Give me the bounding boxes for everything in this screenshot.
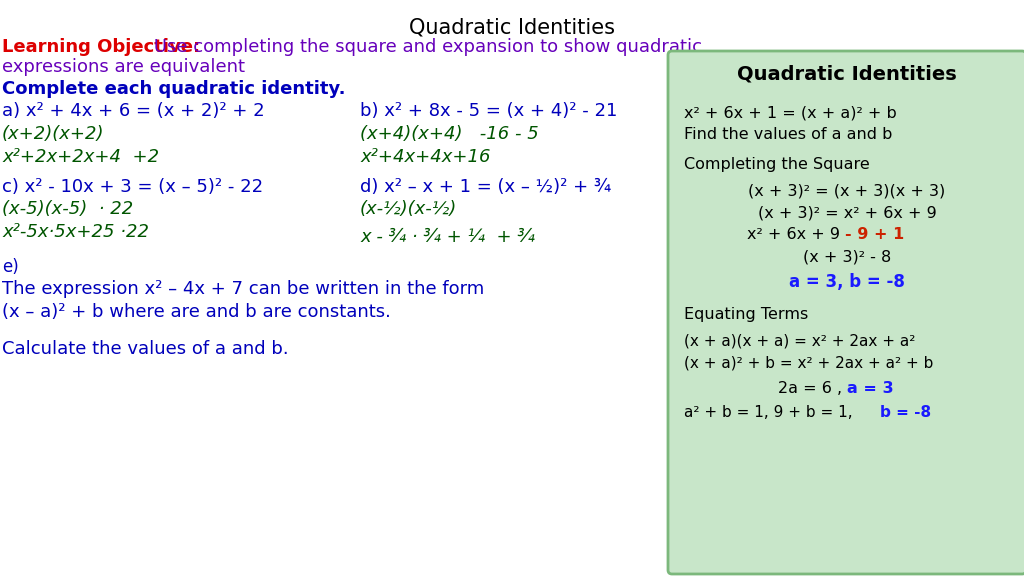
Text: Complete each quadratic identity.: Complete each quadratic identity. bbox=[2, 80, 345, 98]
Text: a = 3: a = 3 bbox=[847, 381, 894, 396]
Text: (x – a)² + b where are and b are constants.: (x – a)² + b where are and b are constan… bbox=[2, 303, 391, 321]
Text: Completing the Square: Completing the Square bbox=[684, 157, 869, 172]
Text: (x-5)(x-5)  · 22: (x-5)(x-5) · 22 bbox=[2, 200, 133, 218]
Text: (x-½)(x-½): (x-½)(x-½) bbox=[360, 200, 458, 218]
Text: a² + b = 1, 9 + b = 1,: a² + b = 1, 9 + b = 1, bbox=[684, 405, 857, 420]
Text: (x+2)(x+2): (x+2)(x+2) bbox=[2, 125, 104, 143]
Text: x² + 6x + 1 = (x + a)² + b: x² + 6x + 1 = (x + a)² + b bbox=[684, 105, 897, 120]
Text: x - ¾ · ¾ + ¼  + ¾: x - ¾ · ¾ + ¼ + ¾ bbox=[360, 228, 535, 246]
Text: a = 3, b = -8: a = 3, b = -8 bbox=[790, 273, 905, 291]
FancyBboxPatch shape bbox=[668, 51, 1024, 574]
Text: Calculate the values of a and b.: Calculate the values of a and b. bbox=[2, 340, 289, 358]
Text: (x + a)(x + a) = x² + 2ax + a²: (x + a)(x + a) = x² + 2ax + a² bbox=[684, 333, 915, 348]
Text: Equating Terms: Equating Terms bbox=[684, 307, 808, 322]
Text: Quadratic Identities: Quadratic Identities bbox=[737, 65, 956, 84]
Text: b) x² + 8x - 5 = (x + 4)² - 21: b) x² + 8x - 5 = (x + 4)² - 21 bbox=[360, 102, 617, 120]
Text: - 9 + 1: - 9 + 1 bbox=[845, 227, 904, 242]
Text: c) x² - 10x + 3 = (x – 5)² - 22: c) x² - 10x + 3 = (x – 5)² - 22 bbox=[2, 178, 263, 196]
Text: (x + 3)² - 8: (x + 3)² - 8 bbox=[803, 249, 891, 264]
Text: (x+4)(x+4)   -16 - 5: (x+4)(x+4) -16 - 5 bbox=[360, 125, 539, 143]
Text: b = -8: b = -8 bbox=[880, 405, 931, 420]
Text: The expression x² – 4x + 7 can be written in the form: The expression x² – 4x + 7 can be writte… bbox=[2, 280, 484, 298]
Text: x²+2x+2x+4  +2: x²+2x+2x+4 +2 bbox=[2, 148, 159, 166]
Text: Learning Objective:: Learning Objective: bbox=[2, 38, 200, 56]
Text: (x + a)² + b = x² + 2ax + a² + b: (x + a)² + b = x² + 2ax + a² + b bbox=[684, 355, 933, 370]
Text: (x + 3)² = (x + 3)(x + 3): (x + 3)² = (x + 3)(x + 3) bbox=[749, 183, 945, 198]
Text: e): e) bbox=[2, 258, 18, 276]
Text: (x + 3)² = x² + 6x + 9: (x + 3)² = x² + 6x + 9 bbox=[758, 205, 936, 220]
Text: x² + 6x + 9: x² + 6x + 9 bbox=[746, 227, 845, 242]
Text: a) x² + 4x + 6 = (x + 2)² + 2: a) x² + 4x + 6 = (x + 2)² + 2 bbox=[2, 102, 264, 120]
Text: 2a = 6 ,: 2a = 6 , bbox=[778, 381, 847, 396]
Text: Use completing the square and expansion to show quadratic: Use completing the square and expansion … bbox=[148, 38, 702, 56]
Text: Quadratic Identities: Quadratic Identities bbox=[409, 18, 615, 38]
Text: Find the values of a and b: Find the values of a and b bbox=[684, 127, 892, 142]
Text: d) x² – x + 1 = (x – ½)² + ¾: d) x² – x + 1 = (x – ½)² + ¾ bbox=[360, 178, 611, 196]
Text: x²-5x·5x+25 ·22: x²-5x·5x+25 ·22 bbox=[2, 223, 150, 241]
Text: expressions are equivalent: expressions are equivalent bbox=[2, 58, 245, 76]
Text: x²+4x+4x+16: x²+4x+4x+16 bbox=[360, 148, 490, 166]
